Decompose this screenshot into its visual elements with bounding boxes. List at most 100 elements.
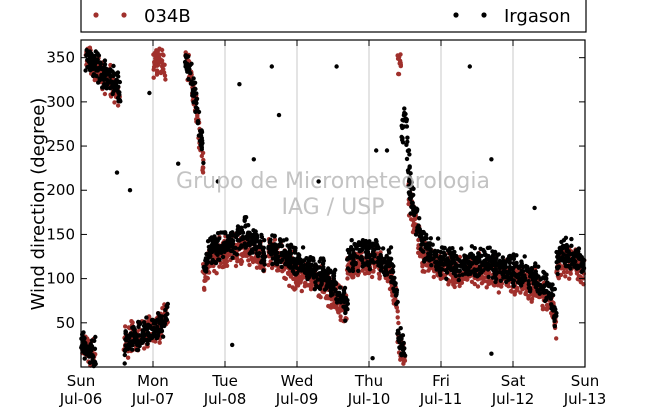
data-point [581, 257, 587, 263]
data-point [395, 315, 400, 320]
data-point [261, 268, 266, 273]
data-point [331, 276, 336, 281]
x-tick-label-date: Jul-08 [203, 390, 247, 408]
data-point [395, 299, 400, 305]
data-point [208, 246, 214, 251]
data-point [544, 272, 549, 277]
data-point [425, 263, 430, 268]
data-point [81, 339, 87, 345]
data-point [385, 263, 390, 269]
data-point [295, 256, 300, 261]
data-point [311, 274, 316, 279]
data-point [407, 165, 412, 170]
data-point [417, 226, 422, 232]
data-point [82, 350, 87, 356]
x-tick-label-day: Sun [67, 372, 96, 390]
data-point [562, 260, 567, 266]
data-point [294, 282, 299, 287]
legend-marker-irgason [481, 12, 487, 18]
data-point [402, 117, 408, 122]
data-point [452, 284, 457, 290]
data-point [556, 276, 561, 281]
data-point [408, 197, 413, 202]
data-point [500, 255, 506, 260]
data-point [376, 271, 382, 276]
x-tick-label-day: Mon [137, 372, 169, 390]
data-point [204, 261, 209, 266]
data-point [270, 261, 275, 267]
data-point [521, 264, 526, 270]
data-point [209, 260, 214, 266]
data-point [554, 313, 559, 319]
data-point [376, 263, 381, 268]
data-point [90, 360, 95, 365]
data-point [122, 361, 127, 366]
data-point [160, 67, 166, 72]
data-point [372, 264, 378, 270]
data-point [199, 147, 204, 152]
data-point [323, 273, 328, 279]
data-point [199, 129, 205, 135]
data-point [432, 252, 437, 257]
data-point [102, 62, 108, 67]
data-point [287, 283, 292, 288]
data-point [563, 274, 568, 279]
data-point [338, 317, 343, 323]
data-point [99, 72, 104, 78]
data-point [139, 333, 144, 338]
data-point [404, 124, 410, 129]
data-point [161, 53, 166, 58]
data-point [254, 265, 260, 270]
data-point [526, 278, 531, 284]
data-point [460, 272, 465, 277]
data-point [105, 82, 110, 87]
data-point [93, 49, 99, 54]
data-point [522, 254, 527, 259]
data-point [153, 321, 158, 326]
data-point [151, 330, 157, 335]
data-point [191, 76, 196, 81]
legend-marker-034b [121, 12, 127, 18]
data-point [384, 148, 390, 153]
data-point [291, 245, 296, 250]
data-point [367, 239, 372, 244]
data-point [317, 259, 322, 264]
data-point [452, 269, 457, 274]
data-point [128, 333, 134, 338]
data-point [217, 249, 222, 254]
data-point [298, 262, 304, 267]
data-point [427, 256, 433, 261]
data-point [154, 68, 160, 73]
y-tick-label: 50 [56, 314, 75, 332]
data-point [303, 281, 308, 286]
data-point [123, 337, 128, 342]
data-point [142, 346, 147, 351]
data-point [359, 257, 365, 262]
data-point [444, 270, 450, 275]
data-point [407, 152, 412, 157]
data-point [313, 262, 318, 267]
data-point [400, 348, 406, 353]
data-point [103, 66, 109, 71]
data-point [126, 325, 131, 330]
data-point [306, 275, 311, 280]
data-point [315, 277, 320, 282]
data-point [343, 318, 348, 323]
data-point [353, 260, 358, 265]
data-point [554, 336, 559, 341]
data-point [152, 59, 157, 65]
data-point [496, 290, 501, 295]
data-point [552, 324, 557, 329]
data-point [235, 238, 240, 243]
data-point [117, 97, 123, 103]
data-point [82, 336, 87, 341]
data-point [150, 317, 155, 323]
data-point [510, 280, 516, 286]
data-point [85, 57, 90, 63]
x-tick-label-date: Jul-07 [131, 390, 175, 408]
data-point [125, 355, 131, 360]
x-tick-label-date: Jul-06 [59, 390, 103, 408]
data-point [107, 68, 112, 73]
data-point [568, 271, 573, 276]
data-point [141, 329, 146, 334]
